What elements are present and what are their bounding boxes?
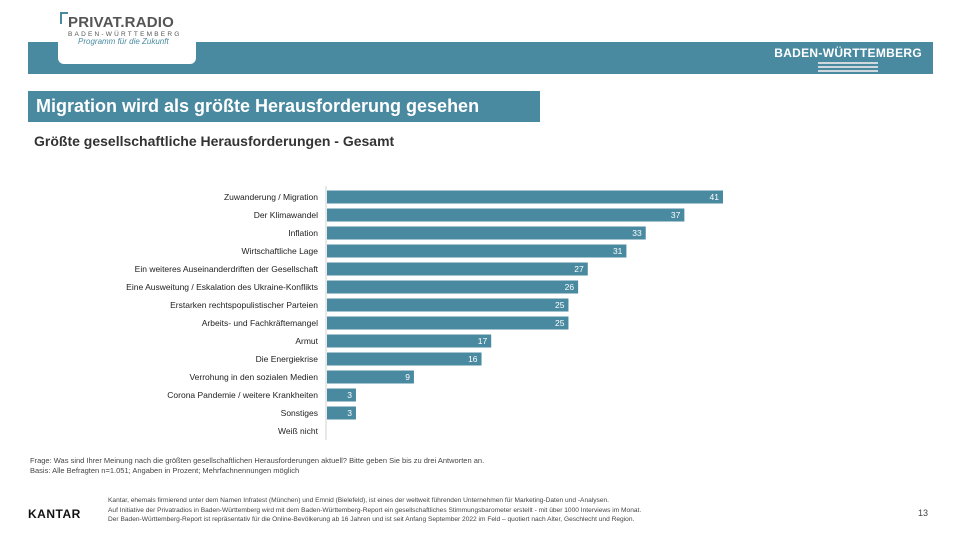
bar: [327, 244, 627, 258]
bar-chart: Zuwanderung / Migration 41 Der Klimawandel…: [126, 186, 723, 440]
about-line-2: Auf Initiative der Privatradios in Baden…: [108, 506, 642, 514]
report-word: REPORT: [762, 58, 819, 72]
data-label: 25: [555, 318, 565, 328]
about-line-1: Kantar, ehemals firmierend unter dem Nam…: [108, 497, 610, 504]
headline: Migration wird als größte Herausforderun…: [28, 91, 540, 122]
page-number: 13: [918, 508, 929, 518]
bar: [327, 208, 685, 222]
category-label: Corona Pandemie / weitere Krankheiten: [167, 390, 318, 400]
about-line-3: Der Baden-Württemberg-Report ist repräse…: [108, 516, 635, 523]
data-label: 9: [405, 372, 410, 382]
category-label: Wirtschaftliche Lage: [241, 246, 318, 256]
data-label: 37: [671, 210, 681, 220]
footnote-basis: Basis: Alle Befragten n=1.051; Angaben i…: [30, 466, 300, 475]
data-label: 33: [632, 228, 642, 238]
category-label: Inflation: [288, 228, 318, 238]
data-label: 17: [478, 336, 488, 346]
kantar-logo: KANTAR: [28, 507, 81, 521]
category-label: Sonstiges: [281, 408, 318, 418]
logo: [58, 10, 196, 64]
bar: [327, 388, 356, 402]
category-label: Weiß nicht: [278, 426, 319, 436]
footnote: Frage: Was sind Ihrer Meinung nach die g…: [30, 456, 484, 476]
logo-main-text: PRIVAT.RADIO: [68, 14, 175, 31]
data-label: 16: [468, 354, 478, 364]
footnote-question: Frage: Was sind Ihrer Meinung nach die g…: [30, 456, 485, 465]
category-label: Zuwanderung / Migration: [224, 192, 318, 202]
category-label: Der Klimawandel: [254, 210, 318, 220]
data-label: 31: [613, 246, 623, 256]
data-label: 25: [555, 300, 565, 310]
bar: [327, 280, 579, 294]
data-label: 3: [347, 390, 352, 400]
category-label: Erstarken rechtspopulistischer Parteien: [170, 300, 318, 310]
bar: [327, 262, 588, 276]
logo-bracket-icon: [60, 12, 68, 24]
bar: [327, 316, 569, 330]
data-label: 3: [347, 408, 352, 418]
bar: [327, 190, 723, 204]
data-label: 26: [565, 282, 575, 292]
chart-subtitle: Größte gesellschaftliche Herausforderung…: [34, 133, 395, 149]
report-title: BADEN-WÜRTTEMBERG: [774, 46, 922, 60]
about-text: Kantar, ehemals firmierend unter dem Nam…: [108, 496, 641, 525]
bar: [327, 406, 356, 420]
data-label: 41: [710, 192, 720, 202]
bar: [327, 298, 569, 312]
category-label: Verrohung in den sozialen Medien: [189, 372, 318, 382]
category-label: Ein weiteres Auseinanderdriften der Gese…: [135, 264, 319, 274]
category-label: Armut: [295, 336, 318, 346]
category-label: Die Energiekrise: [256, 354, 319, 364]
category-label: Arbeits- und Fachkräftemangel: [202, 318, 318, 328]
logo-sub-text: BADEN-WÜRTTEMBERG: [68, 31, 182, 38]
report-decoration: [818, 62, 878, 74]
data-label: 27: [574, 264, 584, 274]
bar: [327, 352, 482, 366]
bar: [327, 334, 492, 348]
bar: [327, 226, 646, 240]
category-label: Eine Ausweitung / Eskalation des Ukraine…: [126, 282, 318, 292]
logo-tagline: Programm für die Zukunft: [78, 37, 169, 46]
bar: [327, 370, 414, 384]
